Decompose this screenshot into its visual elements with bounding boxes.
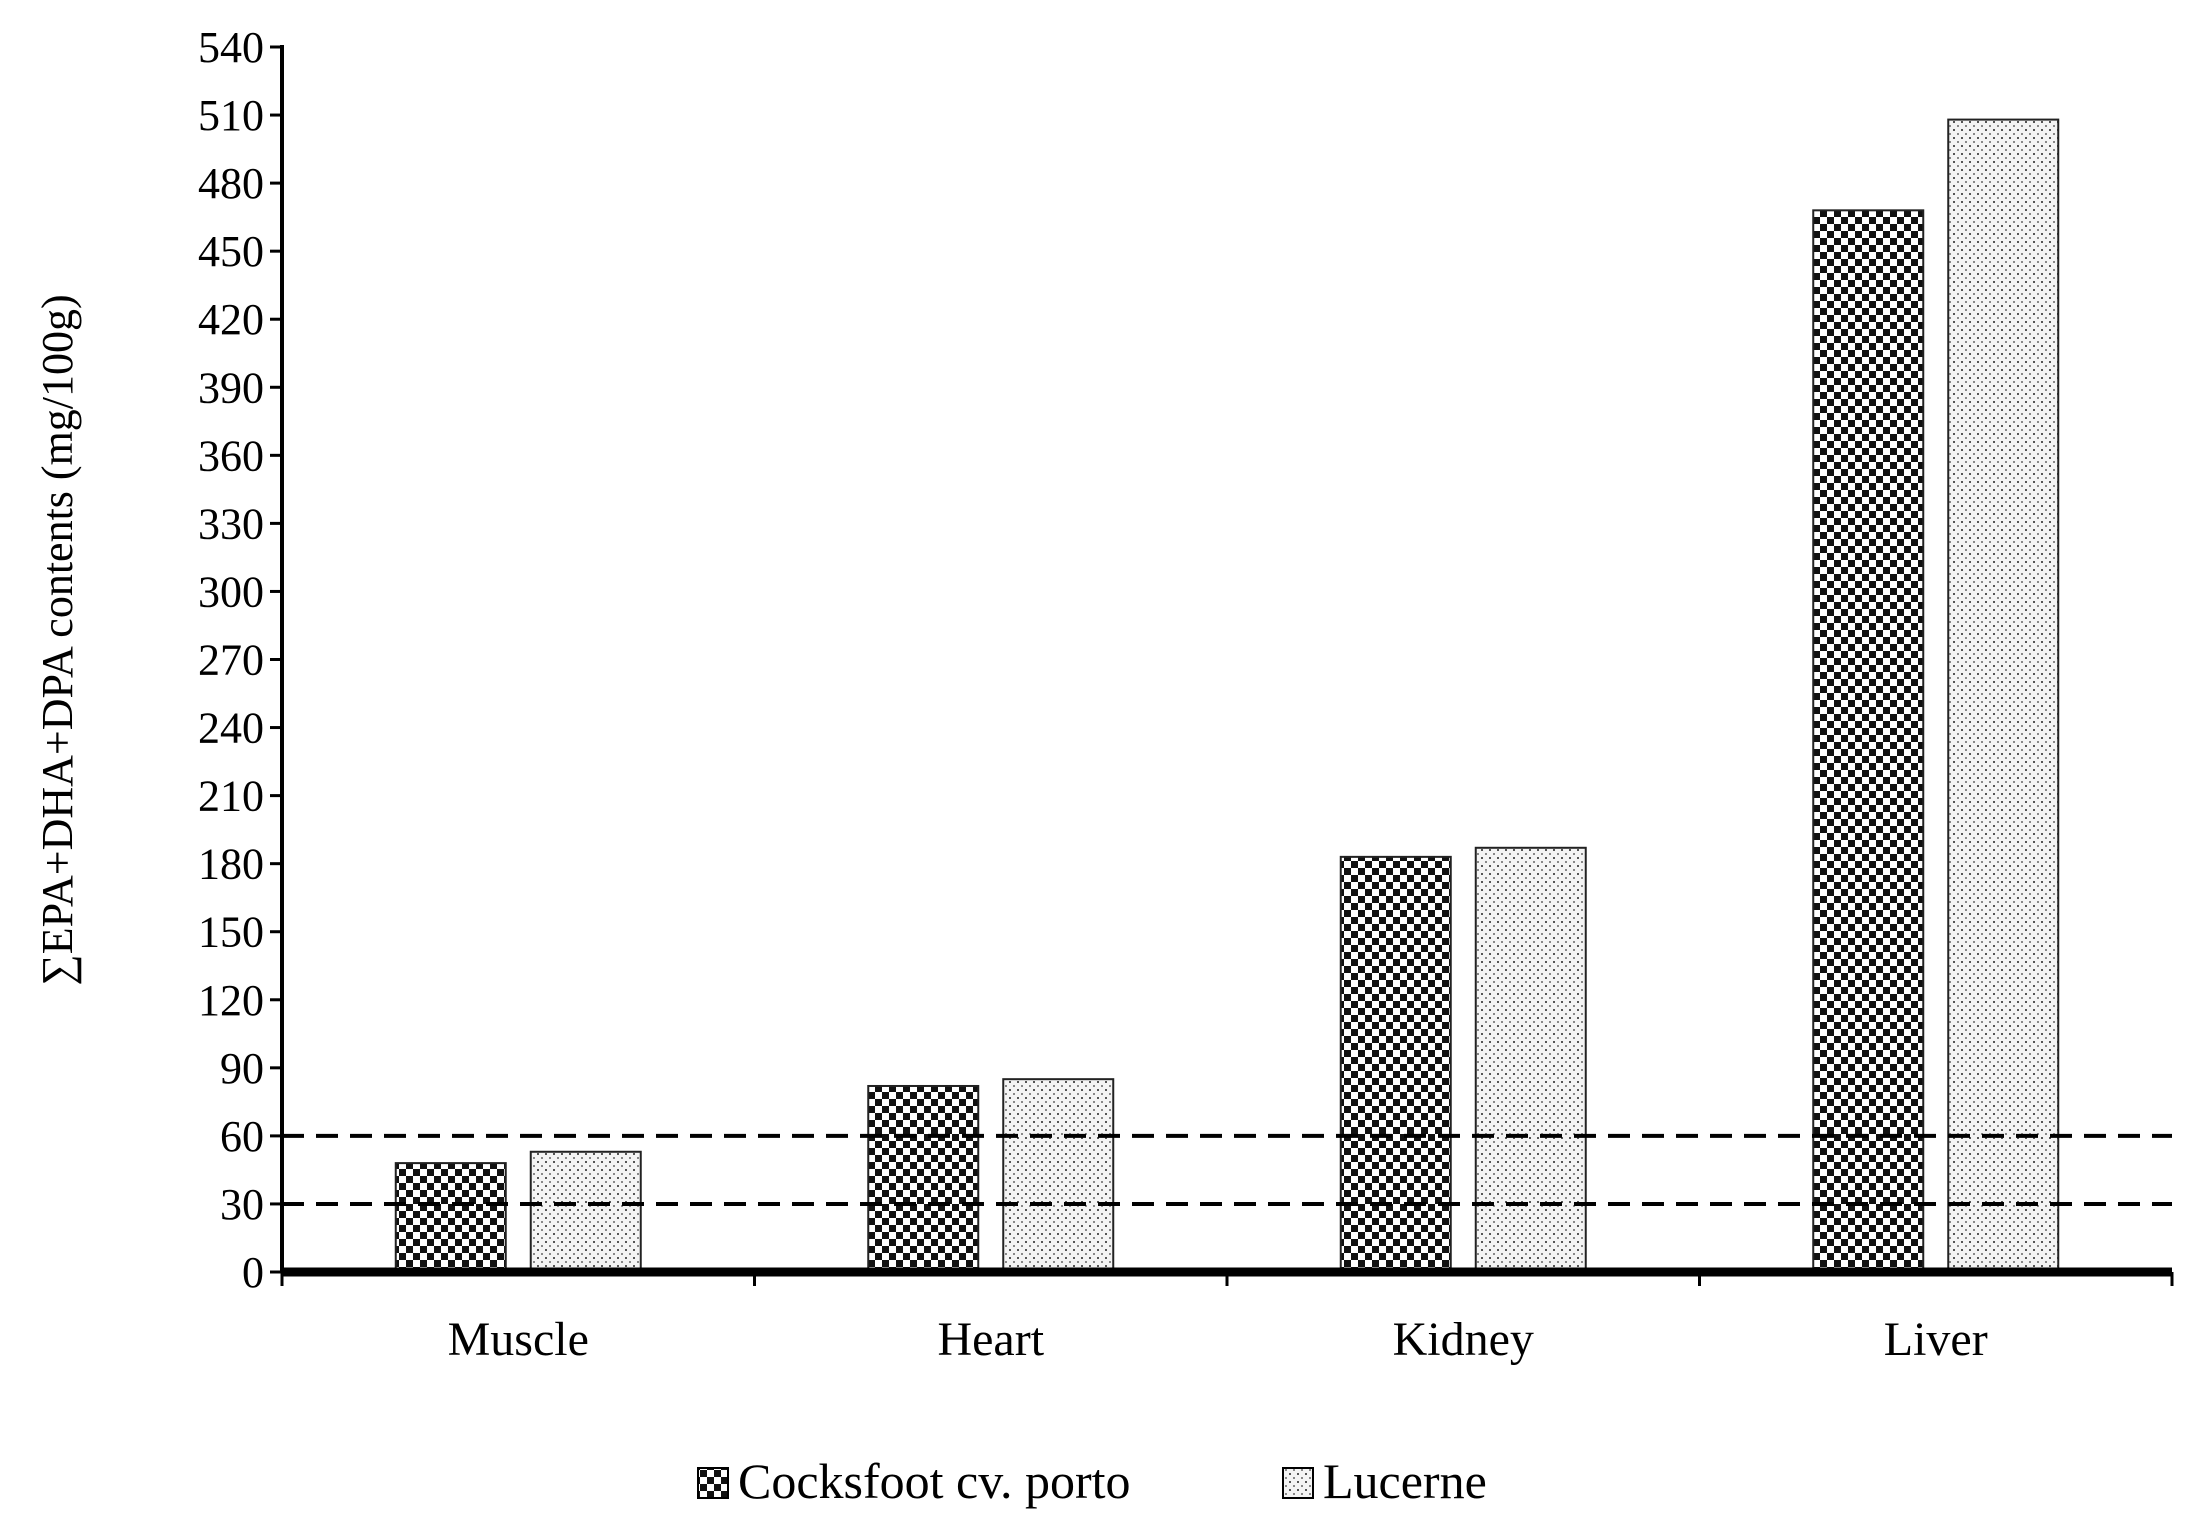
y-tick-label: 300: [198, 567, 264, 616]
y-tick-label: 540: [198, 23, 264, 72]
legend-label-cocksfoot: Cocksfoot cv. porto: [738, 1453, 1131, 1509]
y-tick-label: 450: [198, 227, 264, 276]
y-tick-label: 90: [220, 1044, 264, 1093]
y-tick-label: 210: [198, 772, 264, 821]
y-tick-label: 0: [242, 1248, 264, 1297]
legend-swatch-cocksfoot: [697, 1467, 729, 1499]
legend-label-lucerne: Lucerne: [1323, 1453, 1487, 1509]
y-axis-label: ∑EPA+DHA+DPA contents (mg/100g): [33, 294, 82, 985]
category-label-liver: Liver: [1884, 1313, 1988, 1366]
bar-liver-lucerne: [1947, 118, 2060, 1273]
y-tick-label: 150: [198, 908, 264, 957]
y-tick-label: 420: [198, 295, 264, 344]
bar-kidney-cocksfoot: [1339, 855, 1452, 1273]
category-labels: Muscle Heart Kidney Liver: [448, 1313, 1988, 1366]
bar-kidney-lucerne: [1474, 846, 1587, 1273]
legend-item-cocksfoot: Cocksfoot cv. porto: [697, 1453, 1131, 1509]
y-tick-label: 510: [198, 91, 264, 140]
legend: Cocksfoot cv. porto Lucerne: [697, 1453, 1487, 1509]
y-tick-label: 390: [198, 363, 264, 412]
y-tick-label: 330: [198, 499, 264, 548]
category-label-heart: Heart: [937, 1313, 1044, 1366]
bars: [394, 118, 2060, 1274]
y-tick-label: 60: [220, 1112, 264, 1161]
y-tick-label: 240: [198, 704, 264, 753]
y-tick-label: 360: [198, 431, 264, 480]
bar-muscle-cocksfoot: [394, 1162, 507, 1273]
y-tick-label: 270: [198, 636, 264, 685]
legend-swatch-lucerne: [1282, 1467, 1314, 1499]
y-tick-label: 180: [198, 840, 264, 889]
legend-item-lucerne: Lucerne: [1282, 1453, 1487, 1509]
y-tick-label: 480: [198, 159, 264, 208]
y-ticks: 0 30 60 90 120 150 180 210 240 270 300 330 360 390 420…: [198, 23, 282, 1297]
category-label-kidney: Kidney: [1393, 1313, 1534, 1366]
bar-liver-cocksfoot: [1812, 209, 1925, 1273]
category-label-muscle: Muscle: [448, 1313, 589, 1366]
axes: [280, 45, 2174, 1286]
bar-heart-lucerne: [1002, 1078, 1115, 1273]
reference-lines: [282, 1133, 2172, 1206]
bar-heart-cocksfoot: [867, 1084, 980, 1273]
bar-muscle-lucerne: [529, 1150, 642, 1274]
y-tick-label: 30: [220, 1180, 264, 1229]
y-tick-label: 120: [198, 976, 264, 1025]
